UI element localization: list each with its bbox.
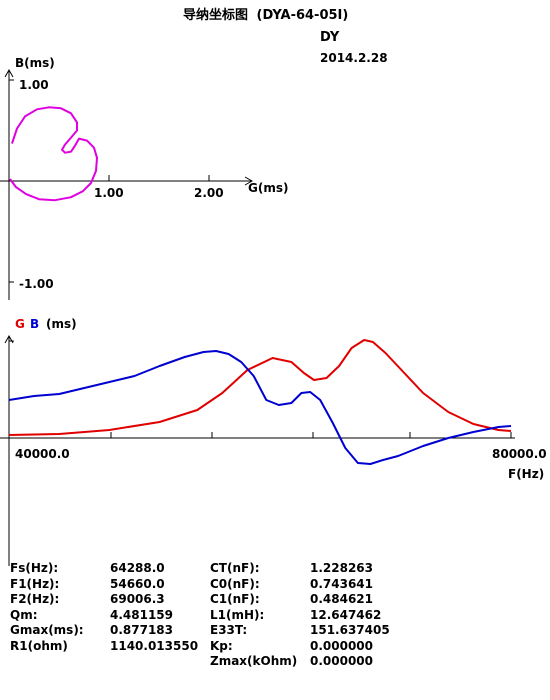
param-value: 4.481159	[110, 607, 174, 622]
param-label: Gmax(ms):	[10, 623, 84, 637]
series-B-line	[8, 350, 512, 465]
date-label: 2014.2.28	[320, 51, 388, 65]
chart-title: 导纳坐标图 (DYA-64-05I)	[183, 9, 348, 23]
parameters-panel: Fs(Hz): 64288.0 F1(Hz): 54660.0 F2(Hz): 69006…	[0, 560, 550, 680]
param-label: CT(nF):	[210, 561, 260, 575]
param-value: 1140.013550	[110, 638, 199, 653]
param-value: 151.637405	[310, 623, 390, 637]
operator-label: DY	[320, 30, 340, 45]
b-axis-arrow	[4, 68, 14, 78]
b-tick-label-pos: 1.00	[19, 78, 49, 92]
g-tick-label-1: 1.00	[94, 186, 124, 200]
x-end-label: 80000.0	[492, 447, 547, 461]
param-label: Zmax(kOhm)	[210, 654, 298, 668]
param-value: 0.000000	[310, 638, 374, 653]
series-G-line	[8, 339, 512, 436]
param-value: 12.647462	[310, 607, 382, 622]
param-value: 0.484621	[310, 592, 374, 606]
param-label: E33T:	[210, 623, 248, 637]
frequency-axes	[0, 334, 515, 566]
param-label: C1(nF):	[210, 592, 260, 606]
param-value: 54660.0	[110, 576, 165, 591]
param-label: Fs(Hz):	[10, 561, 59, 575]
param-label: R1(ohm)	[10, 638, 68, 653]
param-label: L1(mH):	[210, 607, 265, 622]
admittance-chart: B(ms) G(ms) 1.00 2.00 1.00 -1.00	[0, 56, 288, 300]
param-value: 64288.0	[110, 561, 165, 575]
g-axis-label: G(ms)	[248, 181, 288, 195]
x-start-label: 40000.0	[15, 447, 70, 461]
title-text: 导纳坐标图	[183, 8, 249, 23]
param-value: 69006.3	[110, 592, 165, 606]
param-label: F1(Hz):	[10, 576, 60, 591]
param-value: 0.000000	[310, 654, 374, 668]
model-text: (DYA-64-05I)	[256, 8, 349, 23]
param-label: C0(nF):	[210, 576, 260, 591]
g-tick-label-2: 2.00	[194, 186, 224, 200]
admittance-curve-0	[9, 106, 98, 202]
param-value: 0.743641	[310, 576, 374, 591]
b-tick-label-neg: -1.00	[19, 277, 54, 291]
g-axis-arrow	[244, 176, 254, 186]
param-label: Kp:	[210, 638, 233, 653]
admittance-axes	[0, 68, 254, 300]
param-value: 0.877183	[110, 623, 174, 637]
y-unit-label: (ms)	[46, 317, 77, 331]
x-axis-label: F(Hz)	[508, 467, 544, 481]
param-label: Qm:	[10, 607, 38, 622]
legend-g: G	[15, 317, 25, 331]
frequency-chart: G B (ms) 40000.0 80000.0 F(Hz)	[0, 317, 547, 566]
b-axis-label: B(ms)	[15, 56, 55, 70]
legend-b: B	[30, 317, 39, 331]
param-label: F2(Hz):	[10, 592, 60, 606]
param-value: 1.228263	[310, 561, 374, 575]
